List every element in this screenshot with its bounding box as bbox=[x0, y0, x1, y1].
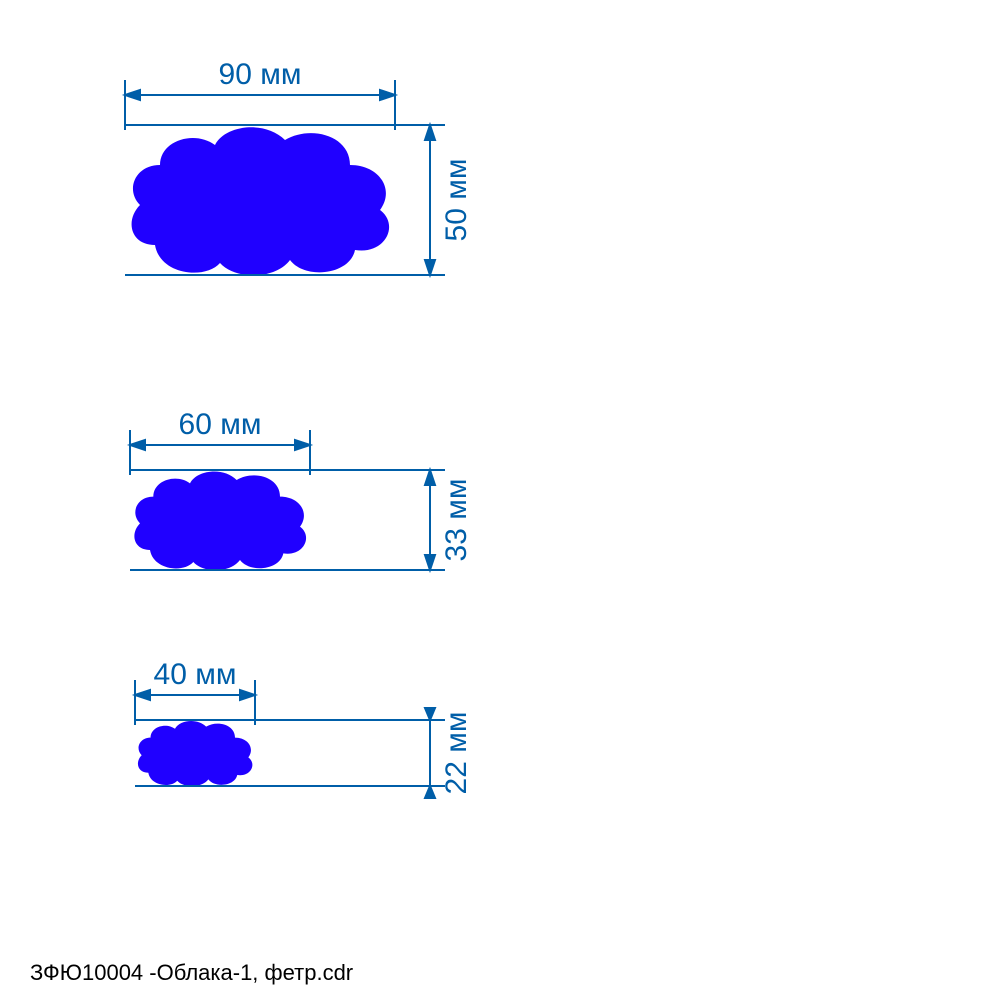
dim-height-small bbox=[0, 0, 1000, 1000]
file-caption: ЗФЮ10004 -Облака-1, фетр.cdr bbox=[30, 960, 353, 986]
diagram-canvas: 90 мм 50 мм 60 мм 33 мм bbox=[0, 0, 1000, 1000]
dim-height-small-label: 22 мм bbox=[440, 712, 474, 795]
